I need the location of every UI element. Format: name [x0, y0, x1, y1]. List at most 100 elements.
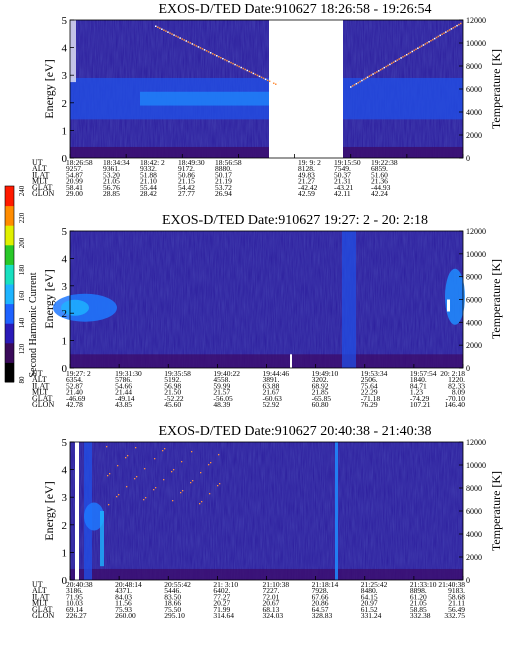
- orbit-value: -52.22: [164, 394, 184, 403]
- orbit-value: 1.23: [410, 388, 423, 397]
- y2-tick-label: 10000: [466, 250, 486, 259]
- orbit-value: 21.40: [66, 388, 83, 397]
- orbit-value: 18:26:58: [66, 158, 93, 167]
- y2-tick-label: 0: [466, 576, 470, 585]
- orbit-row-label: GLAT: [32, 183, 53, 192]
- orbit-value: 21.27: [298, 177, 315, 186]
- colorbar-tick-label: 180: [18, 264, 26, 275]
- orbit-value: 19:49:10: [312, 369, 339, 378]
- orbit-value: 21.36: [371, 177, 388, 186]
- orbit-value: 19: 9: 2: [298, 158, 321, 167]
- orbit-value: 146.40: [444, 400, 465, 409]
- colorbar-tick-label: 200: [18, 237, 26, 248]
- energy-blob: [445, 268, 465, 325]
- orbit-value: 42.11: [334, 189, 351, 198]
- orbit-value: 56.98: [164, 381, 181, 390]
- orbit-row-label: MLT: [32, 388, 48, 397]
- y-tick-label: 0: [62, 575, 68, 587]
- energy-blob: [84, 502, 104, 531]
- orbit-value: -43.21: [334, 183, 354, 192]
- orbit-value: 50.17: [215, 170, 232, 179]
- orbit-value: 328.83: [312, 611, 333, 620]
- orbit-value: 1840.: [410, 375, 427, 384]
- edge-feature: [70, 20, 76, 83]
- orbit-value: 26.94: [215, 189, 232, 198]
- orbit-value: 314.64: [213, 611, 234, 620]
- colorbar-swatch: [5, 264, 14, 285]
- scattered-dots: [106, 446, 221, 506]
- orbit-value: 75.93: [115, 605, 132, 614]
- orbit-value: 19:40:22: [213, 369, 240, 378]
- y-tick-label: 2: [62, 98, 68, 110]
- orbit-value: 20:55:42: [164, 580, 191, 589]
- orbit-value: 9257.: [66, 164, 83, 173]
- colorbar-tick-label: 120: [18, 343, 26, 354]
- orbit-value: 19:22:38: [371, 158, 398, 167]
- orbit-row-label: ALT: [32, 586, 47, 595]
- orbit-value: 67.66: [312, 592, 329, 601]
- orbit-value: 20:48:14: [115, 580, 142, 589]
- colorbar-swatches: [4, 185, 15, 383]
- orbit-value: 9361.: [103, 164, 120, 173]
- orbit-value: 9183.: [448, 586, 465, 595]
- orbit-value: 21.67: [263, 388, 280, 397]
- orbit-row-label: UT: [32, 580, 43, 589]
- orbit-value: 64.15: [361, 592, 378, 601]
- y2-tick-label: 2000: [466, 131, 482, 140]
- orbit-value: 18:49:30: [178, 158, 205, 167]
- colorbar-swatch: [5, 244, 14, 265]
- y2-axis-label: Temperature [K]: [489, 471, 503, 551]
- orbit-value: 21.10: [140, 177, 157, 186]
- orbit-value: 29.00: [66, 189, 83, 198]
- orbit-value: -42.42: [298, 183, 318, 192]
- orbit-value: 45.60: [164, 400, 181, 409]
- orbit-value: 52.87: [66, 381, 83, 390]
- y-tick-label: 2: [62, 308, 68, 320]
- colorbar-swatch: [5, 342, 14, 363]
- orbit-value: 20:40:38: [66, 580, 93, 589]
- y2-tick-label: 12000: [466, 16, 486, 25]
- orbit-value: 20.86: [312, 599, 329, 608]
- orbit-value: 6354.: [66, 375, 83, 384]
- orbit-value: 8480.: [361, 586, 378, 595]
- orbit-value: 331.24: [361, 611, 382, 620]
- orbit-value: 332.75: [444, 611, 465, 620]
- orbit-value: 19:27: 2: [66, 369, 91, 378]
- orbit-value: 83.50: [164, 592, 181, 601]
- y-tick-label: 1: [62, 125, 68, 137]
- orbit-row-label: ILAT: [32, 592, 49, 601]
- orbit-row-label: ALT: [32, 164, 47, 173]
- orbit-value: 18:42: 2: [140, 158, 165, 167]
- y-axis-label: Energy [eV]: [42, 59, 56, 118]
- orbit-value: 58.41: [66, 183, 83, 192]
- y2-tick-label: 8000: [466, 484, 482, 493]
- orbit-value: 48.39: [213, 400, 230, 409]
- orbit-value: 5786.: [115, 375, 132, 384]
- colorbar-swatch: [5, 205, 14, 226]
- saturation-mark: [290, 354, 292, 368]
- orbit-value: 19:15:50: [334, 158, 361, 167]
- y-tick-label: 1: [62, 547, 68, 559]
- orbit-value: 7227.: [263, 586, 280, 595]
- colorbar-ticks: 80 120 140 160 180 200 220 240: [18, 185, 26, 383]
- orbit-value: -71.18: [361, 394, 381, 403]
- colorbar-tick-label: 160: [18, 290, 26, 301]
- orbit-value: 21.15: [178, 177, 195, 186]
- orbit-value: 19:35:58: [164, 369, 191, 378]
- orbit-value: 332.38: [410, 611, 431, 620]
- orbit-value: 5192.: [164, 375, 181, 384]
- orbit-value: 295.10: [164, 611, 185, 620]
- y-tick-label: 3: [62, 281, 68, 293]
- colorbar-tick-label: 80: [18, 376, 26, 384]
- orbit-value: 8898.: [410, 586, 427, 595]
- orbit-value: 19:53:34: [361, 369, 388, 378]
- data-gap: [75, 442, 79, 580]
- orbit-value: 21: 3:10: [213, 580, 238, 589]
- orbit-value: 50.37: [334, 170, 351, 179]
- orbit-value: 11.56: [115, 599, 132, 608]
- orbit-value: 71.99: [213, 605, 230, 614]
- orbit-row-label: ILAT: [32, 170, 49, 179]
- orbit-value: 19:57:54: [410, 369, 437, 378]
- y2-tick-label: 0: [466, 154, 470, 163]
